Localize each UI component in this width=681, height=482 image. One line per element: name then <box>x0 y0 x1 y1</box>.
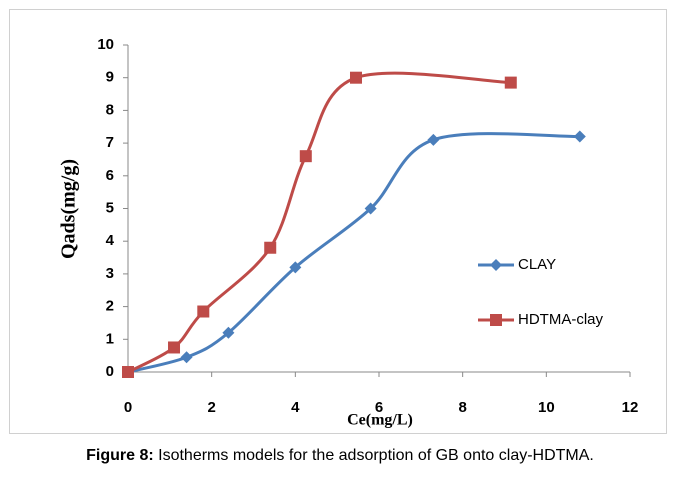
caption: Figure 8: Isotherms models for the adsor… <box>86 447 594 464</box>
y-tick-label: 9 <box>106 69 114 86</box>
data-point <box>504 76 517 89</box>
y-tick-label: 1 <box>106 330 114 347</box>
data-point <box>168 341 181 354</box>
y-tick-label: 6 <box>106 167 114 184</box>
data-point <box>197 305 210 318</box>
x-tick-label: 6 <box>375 399 383 416</box>
y-tick-label: 5 <box>106 199 114 216</box>
series-line <box>127 71 511 374</box>
series-line <box>127 132 580 374</box>
chart-frame <box>9 9 667 434</box>
data-point <box>349 71 362 84</box>
caption-label: Figure 8: <box>86 447 154 464</box>
data-point <box>573 130 586 143</box>
y-tick-label: 8 <box>106 101 114 118</box>
data-point <box>427 133 440 146</box>
y-tick-label: 4 <box>106 232 115 249</box>
data-point <box>264 241 277 254</box>
y-tick-label: 0 <box>106 363 114 380</box>
y-tick-label: 7 <box>106 134 114 151</box>
x-tick-label: 12 <box>622 399 639 416</box>
data-point <box>222 326 235 339</box>
legend-marker <box>490 259 502 271</box>
data-point <box>364 202 377 215</box>
y-tick-label: 3 <box>106 265 114 282</box>
legend-marker <box>490 314 502 326</box>
x-tick-label: 0 <box>124 399 132 416</box>
x-tick-label: 10 <box>538 399 555 416</box>
data-point <box>122 366 134 378</box>
legend-label: HDTMA-clay <box>518 311 603 328</box>
x-tick-label: 8 <box>458 399 466 416</box>
y-axis-label: Qads(mg/g) <box>58 159 80 259</box>
y-tick-label: 2 <box>106 298 114 315</box>
caption-text: Isotherms models for the adsorption of G… <box>158 447 594 464</box>
data-point <box>180 351 193 364</box>
legend-label: CLAY <box>518 256 556 273</box>
data-point <box>289 261 302 274</box>
x-tick-label: 2 <box>207 399 215 416</box>
x-tick-label: 4 <box>291 399 300 416</box>
y-tick-label: 10 <box>97 36 114 53</box>
data-point <box>299 150 312 163</box>
x-axis-label: Ce(mg/L) <box>347 412 413 429</box>
